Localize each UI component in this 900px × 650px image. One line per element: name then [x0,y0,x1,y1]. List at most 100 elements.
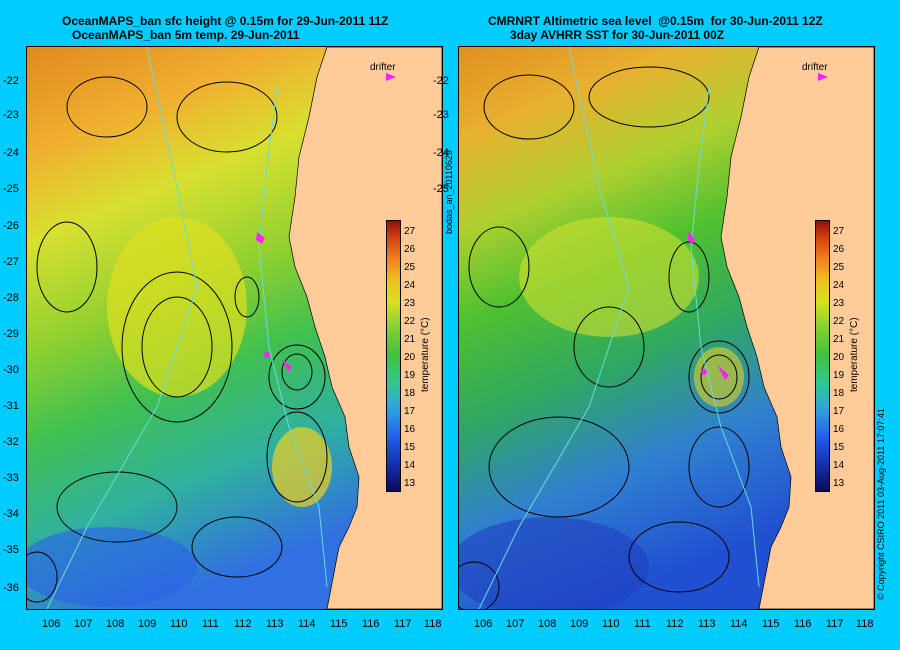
lon-label: 106 [42,618,61,630]
colorbar-label: 26 [404,244,416,255]
colorbar-label: 20 [833,352,845,363]
lat-label: -31 [3,400,19,412]
left-colorbar [386,220,401,492]
colorbar-label: 23 [833,298,845,309]
right-title-line1: CMRNRT Altimetric sea level @0.15m for 3… [488,14,823,28]
right-land-mass [720,47,874,609]
right-map-svg [459,47,874,609]
lon-label: 107 [506,618,525,630]
lon-label: 107 [74,618,93,630]
lat-label: -27 [3,256,19,268]
lat-label: -30 [3,364,19,376]
right-drifter-tracks [687,232,729,380]
lon-label: 115 [762,618,780,630]
lon-label: 112 [666,618,684,630]
colorbar-label: 13 [833,478,845,489]
colorbar-label: 18 [404,388,416,399]
left-drifter-legend: drifter [370,62,396,73]
lon-label: 108 [106,618,125,630]
lon-label: 118 [424,618,442,630]
colorbar-label: 15 [833,442,845,453]
colorbar-label: 24 [833,280,845,291]
colorbar-label: 22 [833,316,845,327]
colorbar-label: 24 [404,280,416,291]
lon-label: 109 [570,618,589,630]
colorbar-label: 15 [404,442,416,453]
colorbar-label: 21 [833,334,845,345]
lat-label: -26 [3,220,19,232]
left-colorbar-title: temperature (°C) [420,317,431,392]
lat-label: -22 [433,75,449,87]
right-drifter-legend: drifter [802,62,828,73]
right-warm-core [519,217,699,337]
lon-label: 116 [362,618,380,630]
left-cool-patch [27,527,197,607]
colorbar-label: 25 [404,262,416,273]
colorbar-label: 26 [833,244,845,255]
lon-label: 117 [394,618,412,630]
left-map-svg [27,47,442,609]
copyright-label: © Copyright CSIRO 2011 03-Aug-2011 17:07… [876,408,886,600]
colorbar-label: 16 [404,424,416,435]
right-title-line2: 3day AVHRR SST for 30-Jun-2011 00Z [510,28,725,42]
lat-label: -23 [433,109,449,121]
colorbar-label: 25 [833,262,845,273]
colorbar-label: 23 [404,298,416,309]
lat-label: -29 [3,328,19,340]
colorbar-label: 13 [404,478,416,489]
left-bathymetry [46,47,328,609]
lon-label: 109 [138,618,157,630]
lat-label: -34 [3,508,19,520]
left-drifter-tracks [256,232,292,372]
lon-label: 113 [266,618,284,630]
lat-label: -23 [3,109,19,121]
colorbar-label: 14 [404,460,416,471]
lon-label: 106 [474,618,493,630]
lat-label: -28 [3,292,19,304]
left-title-line1: OceanMAPS_ban sfc height @ 0.15m for 29-… [62,14,389,28]
lat-label: -24 [3,147,19,159]
right-colorbar-title: temperature (°C) [849,317,860,392]
lon-label: 112 [234,618,252,630]
colorbar-label: 19 [833,370,845,381]
model-run-label: bodas_an_20110629 [444,150,454,234]
colorbar-label: 20 [404,352,416,363]
colorbar-label: 27 [404,226,416,237]
left-warm-eddy [272,427,332,507]
lon-label: 115 [330,618,348,630]
lon-label: 114 [730,618,748,630]
colorbar-label: 18 [833,388,845,399]
right-bathymetry [478,47,760,609]
left-drifter-legend-icon [386,73,396,81]
lat-label: -32 [3,436,19,448]
colorbar-label: 21 [404,334,416,345]
lon-label: 118 [856,618,874,630]
lat-label: -35 [3,544,19,556]
colorbar-label: 22 [404,316,416,327]
lon-label: 110 [602,618,620,630]
lat-label: -25 [3,183,19,195]
lon-label: 110 [170,618,188,630]
left-warm-core [107,217,247,397]
colorbar-label: 19 [404,370,416,381]
lat-label: -24 [433,147,449,159]
right-cool-patch [459,517,649,609]
left-title-line2: OceanMAPS_ban 5m temp. 29-Jun-2011 [72,28,300,42]
lat-label: -22 [3,75,19,87]
lat-label: -25 [433,183,449,195]
lat-label: -33 [3,472,19,484]
colorbar-label: 17 [404,406,416,417]
colorbar-label: 17 [833,406,845,417]
right-colorbar [815,220,830,492]
left-map-panel [26,46,443,610]
lon-label: 114 [298,618,316,630]
colorbar-label: 16 [833,424,845,435]
lon-label: 111 [634,618,651,630]
lon-label: 117 [826,618,844,630]
lon-label: 108 [538,618,557,630]
right-map-panel [458,46,875,610]
lon-label: 113 [698,618,716,630]
lon-label: 111 [202,618,219,630]
left-land-mass [288,47,442,609]
colorbar-label: 14 [833,460,845,471]
